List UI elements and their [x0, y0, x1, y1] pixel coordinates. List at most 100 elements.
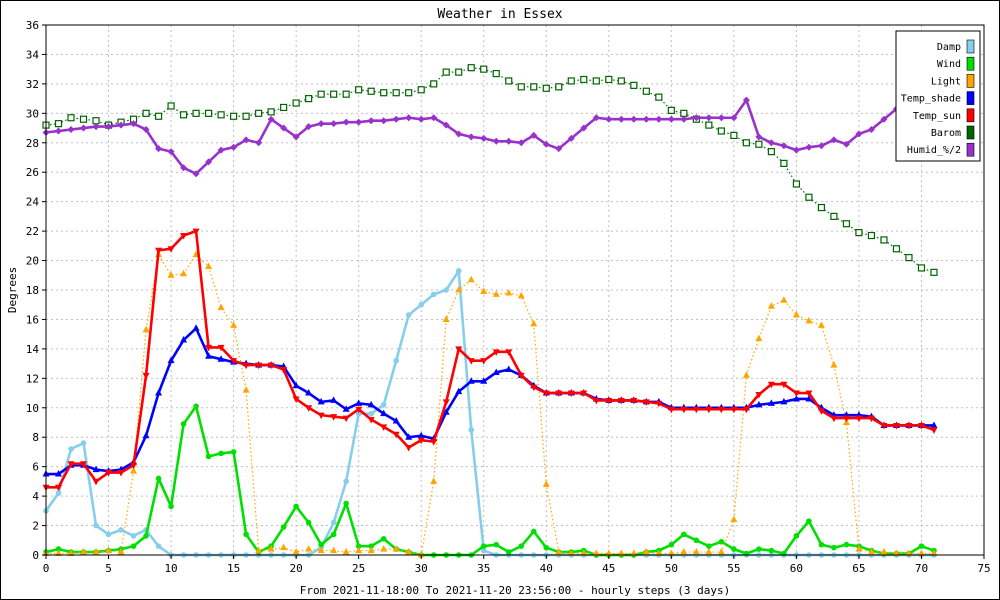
y-tick-label: 0	[32, 549, 39, 562]
data-point-temp-shade	[192, 324, 200, 331]
data-point-barom	[580, 75, 588, 84]
data-point-barom	[167, 102, 175, 110]
data-point-wind	[768, 547, 775, 554]
data-point-barom	[655, 93, 663, 101]
data-point-temp-sun	[530, 384, 538, 392]
x-tick-label: 15	[227, 562, 240, 575]
data-point-barom	[830, 212, 838, 220]
data-point-light	[930, 549, 938, 557]
data-point-barom	[179, 111, 188, 119]
legend-label-temp-sun: Temp_sun	[913, 111, 961, 122]
legend-label-wind: Wind	[937, 59, 961, 70]
data-point-humid-2	[567, 134, 575, 142]
legend-label-humid-2: Humid_%/2	[907, 145, 961, 156]
data-point-temp-sun	[405, 445, 413, 452]
data-point-barom	[455, 68, 463, 76]
data-point-temp-sun	[755, 392, 763, 399]
data-point-wind	[718, 538, 725, 545]
data-point-humid-2	[755, 133, 763, 141]
data-point-barom	[617, 77, 625, 85]
data-point-barom	[430, 80, 438, 88]
data-point-temp-sun	[930, 427, 938, 434]
data-point-temp-shade	[342, 405, 350, 412]
data-point-barom	[255, 109, 263, 117]
data-point-humid-2	[67, 126, 75, 134]
data-point-barom	[467, 64, 475, 72]
data-point-temp-sun	[817, 408, 825, 415]
data-point-light	[255, 546, 263, 554]
data-point-light	[555, 548, 563, 555]
data-point-wind	[731, 546, 737, 552]
data-point-damp	[393, 357, 399, 364]
data-point-barom	[342, 90, 350, 98]
data-point-light	[105, 546, 113, 554]
data-point-temp-sun	[780, 381, 788, 389]
data-point-wind	[543, 544, 550, 551]
x-tick-label: 0	[43, 562, 50, 575]
data-point-temp-shade	[505, 365, 513, 372]
data-point-temp-sun	[480, 358, 488, 365]
data-point-wind	[230, 449, 237, 455]
data-point-light	[505, 288, 513, 296]
data-point-humid-2	[805, 143, 813, 151]
data-point-light	[817, 321, 825, 328]
data-point-humid-2	[242, 136, 250, 144]
data-point-barom	[267, 108, 275, 116]
data-point-wind	[668, 541, 675, 548]
data-point-humid-2	[92, 123, 100, 131]
series-temp-sun	[42, 228, 938, 492]
data-point-humid-2	[492, 137, 500, 145]
data-point-temp-shade	[455, 387, 463, 395]
data-point-damp	[480, 547, 487, 554]
data-point-light	[67, 549, 75, 557]
data-point-wind	[493, 541, 500, 548]
data-point-wind	[505, 549, 512, 555]
data-point-temp-sun	[642, 399, 650, 406]
data-point-light	[892, 549, 900, 557]
data-point-barom	[730, 131, 738, 140]
data-point-barom	[492, 69, 500, 78]
data-point-light	[592, 549, 600, 557]
data-point-wind	[343, 500, 349, 507]
data-point-humid-2	[317, 120, 325, 128]
data-point-damp	[155, 543, 162, 549]
data-point-barom	[605, 75, 613, 84]
y-tick-label: 36	[26, 19, 39, 32]
data-point-wind	[818, 541, 825, 548]
data-point-temp-sun	[267, 362, 275, 370]
data-point-humid-2	[642, 115, 650, 123]
data-point-humid-2	[692, 114, 700, 122]
data-point-temp-shade	[167, 356, 175, 364]
x-tick-label: 40	[540, 562, 553, 575]
data-point-barom	[367, 87, 375, 95]
data-point-humid-2	[355, 118, 363, 126]
data-point-temp-shade	[405, 433, 413, 440]
data-point-light	[367, 546, 375, 554]
data-point-humid-2	[705, 114, 713, 122]
data-point-light	[292, 548, 300, 555]
data-point-humid-2	[517, 139, 525, 147]
data-point-temp-sun	[917, 422, 925, 430]
data-point-temp-sun	[692, 406, 700, 414]
data-point-temp-sun	[717, 406, 725, 414]
data-point-temp-shade	[180, 336, 188, 343]
data-point-barom	[880, 236, 888, 244]
data-point-damp	[418, 301, 425, 308]
data-point-light	[305, 545, 313, 552]
data-point-barom	[892, 245, 901, 253]
y-tick-label: 14	[26, 343, 40, 356]
data-point-humid-2	[117, 121, 125, 129]
data-point-humid-2	[367, 117, 375, 125]
data-point-humid-2	[405, 114, 413, 122]
data-point-barom	[717, 127, 725, 135]
data-point-temp-shade	[480, 377, 488, 384]
data-point-temp-sun	[630, 397, 638, 405]
y-tick-label: 4	[32, 490, 39, 503]
data-point-light	[517, 291, 525, 299]
data-point-wind	[305, 519, 312, 526]
data-point-humid-2	[167, 148, 175, 156]
data-point-temp-sun	[805, 390, 813, 398]
data-point-light	[167, 271, 175, 278]
data-point-wind	[706, 543, 712, 549]
data-point-temp-shade	[155, 389, 163, 396]
